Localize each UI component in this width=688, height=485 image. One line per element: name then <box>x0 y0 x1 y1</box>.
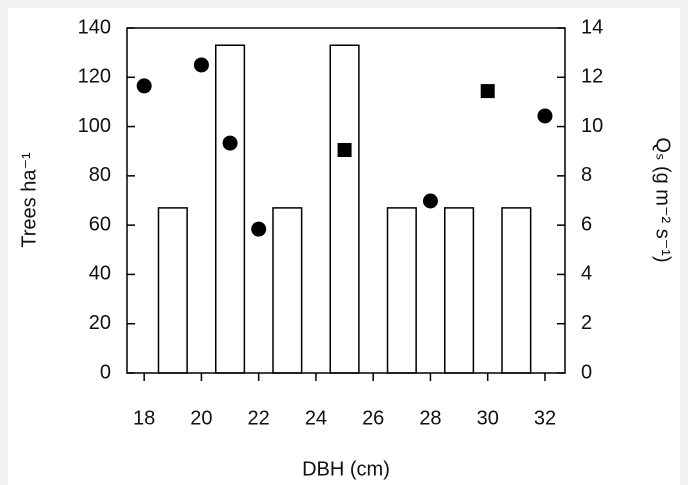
y-axis-label: Trees ha⁻¹ <box>18 152 40 248</box>
bar <box>214 44 246 374</box>
y2-tick-label: 8 <box>581 164 592 186</box>
x-tick-label: 30 <box>477 407 499 429</box>
circle-marker <box>136 78 152 94</box>
bar <box>157 207 188 374</box>
y2-tick-label: 0 <box>581 361 592 383</box>
bar <box>444 207 475 374</box>
bar <box>272 207 303 374</box>
y-tick-label: 100 <box>78 115 111 137</box>
square-marker <box>480 84 495 99</box>
y2-tick-label: 10 <box>581 115 603 137</box>
x-tick-label: 32 <box>534 407 556 429</box>
y2-tick-label: 14 <box>581 16 603 38</box>
y-tick-label: 120 <box>78 66 111 88</box>
square-marker <box>337 142 352 157</box>
x-tick-label: 22 <box>248 407 270 429</box>
circle-marker <box>222 135 238 151</box>
x-tick-label: 26 <box>362 407 384 429</box>
y2-axis-label: Qₛ (g m⁻² s⁻¹) <box>652 137 674 262</box>
circle-marker <box>193 57 209 73</box>
y-tick-label: 20 <box>89 312 111 334</box>
x-tick-label: 20 <box>190 407 212 429</box>
y-tick-label: 140 <box>78 16 111 38</box>
bar <box>329 44 360 374</box>
y-tick-label: 40 <box>89 263 111 285</box>
x-tick-label: 24 <box>305 407 327 429</box>
x-tick-label: 28 <box>419 407 441 429</box>
circle-marker <box>422 193 438 209</box>
y-tick-label: 60 <box>89 213 111 235</box>
circle-marker <box>537 108 553 124</box>
x-axis-label: DBH (cm) <box>302 458 390 480</box>
circle-marker <box>251 221 267 237</box>
y2-tick-label: 12 <box>581 66 603 88</box>
y2-tick-label: 6 <box>581 213 592 235</box>
y2-tick-label: 4 <box>581 263 592 285</box>
x-tick-label: 18 <box>133 407 155 429</box>
bar <box>501 207 532 374</box>
y-tick-label: 0 <box>100 361 111 383</box>
y2-tick-label: 2 <box>581 312 592 334</box>
y-tick-label: 80 <box>89 164 111 186</box>
bar <box>386 207 417 374</box>
plot-frame <box>126 27 566 374</box>
